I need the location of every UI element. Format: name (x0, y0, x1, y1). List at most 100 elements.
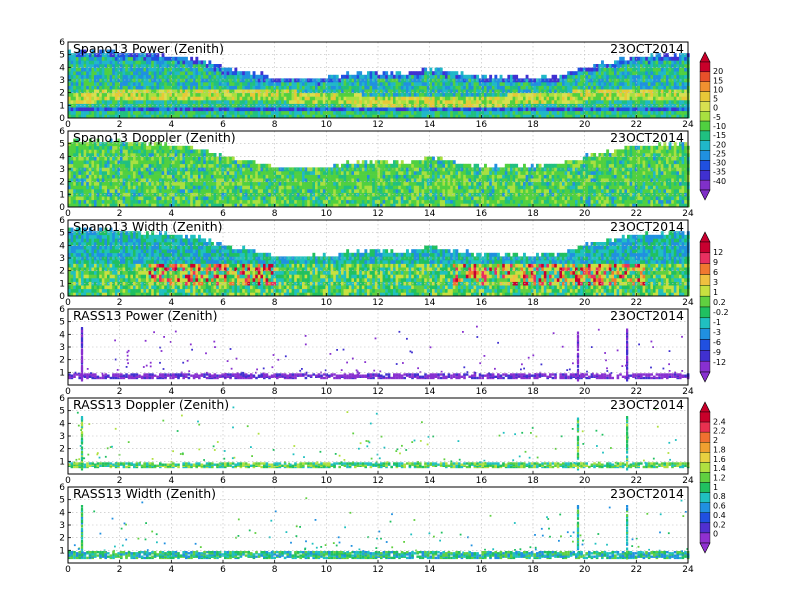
heatmap-cell (395, 107, 399, 112)
heatmap-cell (146, 110, 149, 115)
heatmap-cell (172, 92, 175, 97)
heatmap-cell (541, 103, 545, 108)
heatmap-cell (216, 203, 220, 208)
heatmap-cell (73, 92, 77, 97)
heatmap-cell (143, 196, 147, 201)
heatmap-cell (187, 67, 191, 72)
heatmap-cell (278, 96, 282, 101)
heatmap-cell (660, 110, 664, 115)
heatmap-cell (140, 174, 144, 179)
heatmap-cell (333, 92, 337, 97)
heatmap-cell (231, 89, 235, 94)
heatmap-cell (211, 203, 214, 208)
heatmap-cell (153, 189, 157, 193)
heatmap-cell (174, 64, 178, 68)
heatmap-cell (156, 145, 160, 150)
heatmap-cell (510, 103, 513, 108)
heatmap-cell (276, 167, 279, 172)
heatmap-cell (421, 85, 425, 90)
heatmap-cell (242, 114, 246, 119)
heatmap-cell (75, 196, 79, 201)
heatmap-cell (421, 110, 425, 115)
heatmap-cell (281, 181, 285, 186)
heatmap-cell (312, 185, 316, 190)
heatmap-cell (523, 100, 526, 104)
heatmap-cell (478, 110, 482, 115)
heatmap-cell (229, 174, 233, 179)
heatmap-cell (107, 110, 110, 115)
heatmap-cell (133, 67, 136, 72)
heatmap-cell (671, 56, 675, 61)
heatmap-cell (419, 114, 422, 119)
heatmap-cell (218, 74, 222, 79)
heatmap-cell (164, 92, 168, 97)
heatmap-cell (112, 196, 116, 201)
heatmap-cell (172, 163, 175, 168)
heatmap-cell (185, 71, 188, 76)
heatmap-cell (187, 85, 191, 90)
heatmap-cell (99, 100, 103, 104)
heatmap-cell (156, 163, 160, 168)
heatmap-cell (104, 167, 108, 172)
heatmap-cell (112, 96, 116, 101)
heatmap-cell (302, 114, 305, 119)
heatmap-cell (164, 185, 168, 190)
heatmap-cell (239, 74, 243, 79)
heatmap-cell (296, 178, 300, 183)
heatmap-cell (257, 199, 261, 204)
heatmap-cell (179, 71, 183, 76)
heatmap-cell (382, 107, 386, 112)
heatmap-cell (257, 181, 261, 186)
heatmap-cell (239, 160, 243, 165)
heatmap-cell (252, 103, 256, 108)
heatmap-cell (632, 96, 636, 101)
heatmap-cell (572, 78, 576, 83)
heatmap-cell (499, 82, 503, 86)
heatmap-cell (413, 103, 417, 108)
heatmap-cell (614, 78, 617, 83)
heatmap-cell (395, 71, 399, 76)
heatmap-cell (143, 174, 147, 179)
heatmap-cell (424, 85, 428, 90)
heatmap-cell (91, 71, 95, 76)
heatmap-cell (361, 107, 365, 112)
heatmap-cell (515, 110, 519, 115)
heatmap-cell (91, 64, 95, 68)
heatmap-cell (270, 85, 274, 90)
heatmap-cell (78, 74, 82, 79)
heatmap-cell (369, 103, 373, 108)
heatmap-cell (190, 60, 194, 65)
heatmap-cell (554, 78, 558, 83)
heatmap-cell (562, 114, 565, 119)
heatmap-cell (257, 85, 261, 90)
heatmap-cell (283, 82, 287, 86)
heatmap-cell (325, 89, 329, 94)
heatmap-cell (185, 181, 188, 186)
heatmap-cell (70, 74, 74, 79)
heatmap-cell (151, 203, 155, 208)
heatmap-cell (512, 96, 516, 101)
heatmap-cell (146, 189, 149, 193)
heatmap-cell (255, 78, 259, 83)
heatmap-cell (122, 110, 126, 115)
heatmap-cell (663, 107, 667, 112)
heatmap-cell (133, 142, 136, 147)
heatmap-cell (398, 96, 402, 101)
heatmap-cell (198, 114, 201, 119)
heatmap-cell (218, 100, 222, 104)
heatmap-cell (286, 92, 290, 97)
heatmap-cell (460, 85, 464, 90)
heatmap-cell (117, 199, 121, 204)
heatmap-cell (252, 100, 256, 104)
heatmap-cell (91, 60, 95, 65)
heatmap-cell (166, 74, 170, 79)
heatmap-cell (512, 100, 516, 104)
heatmap-cell (192, 185, 196, 190)
heatmap-cell (473, 107, 477, 112)
heatmap-cell (198, 203, 201, 208)
heatmap-cell (226, 185, 230, 190)
heatmap-cell (187, 153, 191, 157)
heatmap-cell (481, 114, 485, 119)
heatmap-cell (642, 100, 646, 104)
heatmap-cell (523, 114, 526, 119)
